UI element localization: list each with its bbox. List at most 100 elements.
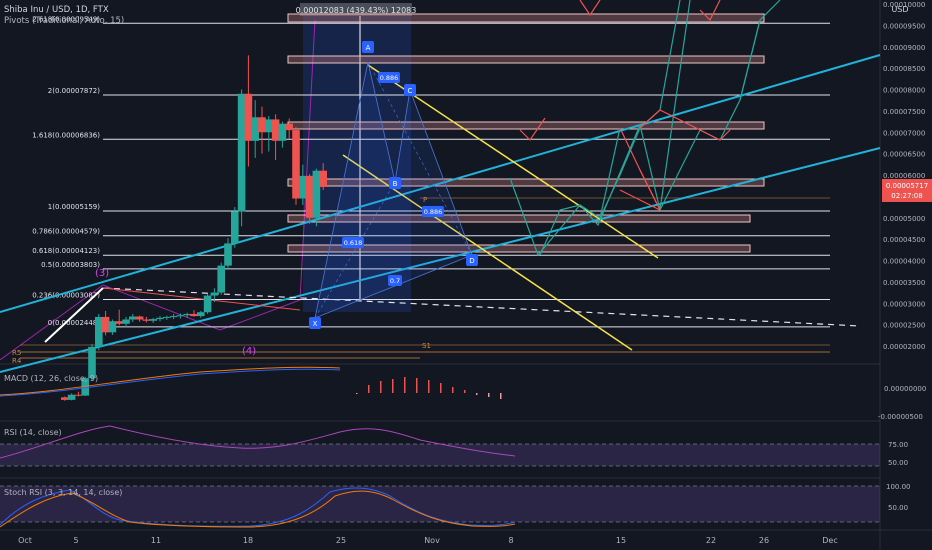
rsi-band: [0, 444, 880, 466]
macd-bar: [416, 378, 418, 393]
macd-bar: [404, 377, 406, 393]
stoch-tick-50: 50.00: [888, 504, 908, 512]
current-price-tag: 0.00005717 02:27:08: [882, 179, 932, 202]
macd-label: MACD (12, 26, close, 9): [4, 374, 98, 383]
candle-body: [129, 316, 137, 320]
price-tick: 0.00004500: [883, 236, 925, 244]
current-price: 0.00005717: [886, 182, 928, 190]
fibonacci-levels: 2.618(0.00009549) 2(0.00007872) 1.618(0.00…: [32, 15, 830, 328]
time-tick: 11: [151, 536, 161, 545]
pivots-indicator-label[interactable]: Pivots (Traditional, Auto, 15): [4, 16, 124, 26]
macd-bar: [368, 385, 370, 393]
harmonic-pattern: [314, 61, 473, 319]
price-tick: 0.00006000: [883, 172, 925, 180]
price-tick: 0.00002500: [883, 322, 925, 330]
candle-body: [278, 123, 287, 141]
price-tick: 0.00009000: [883, 44, 925, 52]
time-tick: 25: [336, 536, 346, 545]
time-tick: Dec: [822, 536, 837, 545]
fib-level-label: 0(0.00002448): [48, 319, 100, 327]
candle-body: [74, 394, 83, 396]
time-axis[interactable]: Oct 5 11 18 25 Nov 8 15 22 26 Dec: [18, 536, 838, 545]
fib-level-label: 0.786(0.00004579): [32, 228, 100, 236]
candle-body: [101, 316, 110, 333]
candlesticks: [61, 55, 327, 401]
candle-body: [142, 319, 151, 321]
point-c-label: C: [408, 87, 413, 95]
point-b-label: B: [393, 180, 398, 188]
pivot-p-label: P: [423, 196, 427, 204]
wave-white-line: [44, 287, 104, 343]
candle-body: [224, 243, 232, 266]
time-tick: Oct: [18, 536, 32, 545]
candle-body: [203, 295, 212, 313]
pattern-points: X A B C D 0.886 0.618 0.886 0.7: [309, 41, 478, 329]
price-tick: 0.00005000: [883, 215, 925, 223]
candle-body: [163, 316, 171, 318]
macd-bar: [380, 381, 382, 393]
pivot-r4-label: R4: [12, 357, 22, 365]
wave-dashed-line: [102, 287, 861, 327]
ratio-bd-label: 0.886: [424, 208, 443, 216]
candle-body: [115, 321, 123, 324]
pivot-s1-label: S1: [422, 342, 431, 350]
price-tick: 0.00009500: [883, 22, 925, 30]
symbol-title[interactable]: Shiba Inu / USD, 1D, FTX: [4, 5, 109, 15]
stoch-d-line: [0, 490, 516, 528]
fib-level-label: 0.618(0.00004123): [32, 247, 100, 255]
candle-body: [95, 316, 103, 347]
price-tick: 0.00002000: [883, 343, 925, 351]
candle-body: [244, 93, 253, 141]
fib-level-label: 0.5(0.00003803): [41, 261, 100, 269]
fib-level-label: 2.618(0.00009549): [32, 15, 100, 23]
candle-body: [149, 319, 157, 321]
candle-body: [231, 211, 239, 244]
macd-bar: [500, 393, 502, 399]
macd-tick-2: -0.00000500: [878, 413, 923, 421]
candle-body: [135, 316, 144, 320]
macd-signal-line: [0, 366, 341, 396]
point-d-label: D: [469, 257, 474, 265]
price-tick: 0.00004000: [883, 258, 925, 266]
candle-body: [285, 123, 293, 131]
time-tick: 5: [73, 536, 78, 545]
macd-bar: [428, 380, 430, 393]
macd-tick-1: 0.00000000: [884, 385, 926, 393]
measure-range-box: [303, 10, 411, 312]
candle-body: [237, 93, 246, 212]
candle-body: [190, 313, 198, 317]
macd-bar: [392, 379, 394, 393]
wave-3-label: (3): [95, 268, 109, 279]
stoch-k-line: [0, 487, 516, 527]
time-tick: 15: [616, 536, 626, 545]
fib-level-label: 0.236(0.00003087): [32, 292, 100, 300]
macd-bar: [356, 393, 358, 394]
macd-bar: [476, 393, 478, 395]
time-tick: 22: [706, 536, 716, 545]
candle-body: [197, 312, 205, 317]
measure-label-box: [300, 3, 412, 16]
stoch-label: Stoch RSI (3, 3, 14, 14, close): [4, 488, 122, 497]
price-axis[interactable]: 0.00010000 0.00009500 0.00009000 0.00008500…: [883, 1, 925, 351]
candle-body: [271, 119, 280, 141]
macd-bar: [440, 383, 442, 393]
candle-body: [292, 130, 300, 199]
stoch-band: [0, 486, 880, 522]
time-tick: Nov: [424, 536, 440, 545]
candle-body: [176, 315, 185, 317]
time-tick: 18: [243, 536, 253, 545]
macd-bar: [464, 390, 466, 393]
price-tick: 0.00008500: [883, 65, 925, 73]
rsi-tick-75: 75.00: [888, 441, 908, 449]
fib-level-label: 1(0.00005159): [48, 203, 100, 211]
candle-body: [108, 321, 117, 333]
ratio-xd-label: 0.7: [390, 277, 400, 285]
countdown: 02:27:08: [891, 192, 922, 200]
macd-bar: [488, 393, 490, 397]
wave-4-label: (4): [242, 346, 256, 357]
price-tick: 0.00006500: [883, 151, 925, 159]
candle-body: [67, 394, 76, 400]
projection-arrows: [509, 0, 781, 257]
